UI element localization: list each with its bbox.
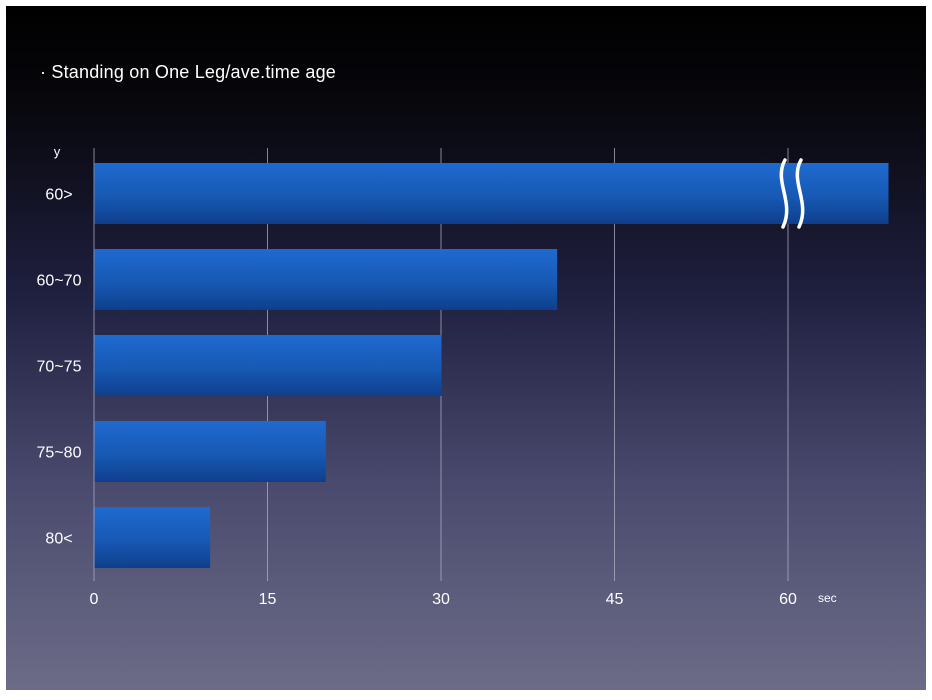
bar-4 <box>94 507 211 568</box>
category-label: 60> <box>45 187 72 204</box>
axis-break-stroke-1 <box>795 158 805 229</box>
bar-3 <box>94 421 326 482</box>
chart-title: · Standing on One Leg/ave.time age <box>40 62 336 82</box>
x-tick-label: 30 <box>432 591 450 608</box>
y-axis-label: y <box>54 144 61 159</box>
bar-1 <box>94 249 558 310</box>
x-tick-label: 60 <box>779 591 797 608</box>
x-tick-label: 45 <box>606 591 624 608</box>
x-axis-unit-label: sec <box>818 591 837 605</box>
bar-chart: 0 15 30 45 60 sec y 60> 60~70 70~75 75~80 80< <box>37 144 889 608</box>
category-label: 70~75 <box>37 359 82 376</box>
category-label: 60~70 <box>37 273 82 290</box>
axis-break-stroke-0 <box>779 158 789 229</box>
category-label: 75~80 <box>37 445 82 462</box>
chart-slide: · Standing on One Leg/ave.time age 0 15 30… <box>6 6 926 690</box>
category-label: 80< <box>45 531 72 548</box>
x-tick-label: 0 <box>90 591 99 608</box>
bar-2 <box>94 335 442 396</box>
x-tick-label: 15 <box>259 591 277 608</box>
bar-0 <box>94 163 889 224</box>
